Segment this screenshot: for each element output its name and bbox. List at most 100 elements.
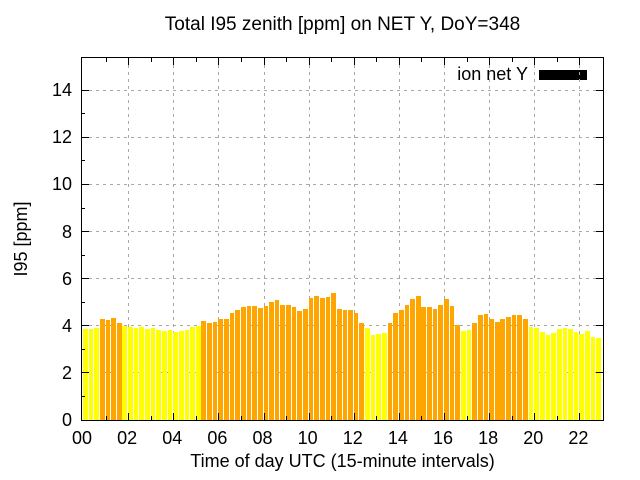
y-tick-left-3 [82,348,85,350]
y-tick-label-6: 6 [61,268,72,289]
bar-22:30 [590,337,596,420]
bar-10:30 [319,298,325,420]
x-tick-top-10 [308,58,310,65]
bar-15:45 [438,304,444,420]
x-tick-bottom-6 [218,413,220,420]
bar-17:30 [477,314,483,420]
bar-07:15 [246,306,252,420]
bar-21:00 [556,329,562,420]
bar-12:15 [359,323,365,420]
y-tick-right-2 [596,372,603,374]
x-tick-top-15 [421,58,423,62]
gridline-x-14 [398,58,400,420]
bar-17:00 [466,330,472,420]
legend-swatch [539,69,587,80]
x-tick-bottom-7 [240,416,242,420]
bar-15:00 [421,307,427,420]
bar-05:45 [212,321,218,420]
legend-label: ion net Y [457,64,528,84]
x-tick-top-2 [128,58,130,65]
x-tick-label-16: 16 [433,428,454,448]
bar-21:45 [573,331,579,420]
x-tick-label-22: 22 [568,428,589,448]
bar-06:00 [218,318,224,420]
bar-01:15 [111,317,116,420]
x-tick-bottom-9 [286,416,288,420]
x-tick-top-20 [534,58,536,65]
x-axis-label: Time of day UTC (15-minute intervals) [190,451,495,471]
bar-18:45 [506,317,511,420]
bar-09:00 [286,305,291,420]
x-tick-top-14 [398,58,400,65]
bar-18:30 [500,318,506,420]
x-tick-label-14: 14 [387,428,408,448]
bar-00:45 [99,318,105,420]
y-tick-right-12 [596,136,603,138]
y-tick-right-10 [596,183,603,185]
gridline-x-04 [173,58,175,420]
x-tick-bottom-14 [398,413,400,420]
x-tick-label-10: 10 [297,428,318,448]
x-tick-bottom-8 [263,413,265,420]
y-tick-right-4 [596,325,603,327]
bar-14:45 [415,295,421,420]
bar-06:30 [229,313,235,420]
y-tick-left-6 [82,278,89,280]
x-tick-bottom-2 [128,413,130,420]
x-tick-bottom-20 [534,413,536,420]
x-tick-bottom-18 [489,413,491,420]
bar-11:15 [336,308,342,420]
x-tick-top-21 [556,58,558,62]
bar-02:30 [139,327,145,420]
gridline-y-14 [82,89,603,91]
gridline-y-10 [82,183,603,185]
y-tick-left-4 [82,325,89,327]
bar-03:45 [167,329,173,420]
bar-02:45 [145,328,150,420]
bar-14:15 [404,304,410,420]
x-tick-label-04: 04 [162,428,183,448]
bar-20:30 [545,334,551,420]
bar-16:30 [455,324,460,420]
x-tick-bottom-4 [173,413,175,420]
bar-04:45 [190,326,195,420]
y-tick-left-1 [82,395,85,397]
x-tick-top-5 [195,58,197,62]
bar-10:00 [308,298,314,420]
bar-01:30 [116,322,122,420]
bar-02:15 [133,328,139,420]
x-tick-label-02: 02 [117,428,138,448]
bar-11:30 [342,310,348,420]
bar-16:15 [449,306,455,420]
gridline-x-08 [263,58,265,420]
x-tick-top-13 [376,58,378,62]
bar-13:30 [387,322,393,420]
x-tick-bottom-17 [466,416,468,420]
x-tick-top-22 [579,58,581,65]
bar-10:15 [314,295,319,420]
gridline-x-16 [444,58,446,420]
y-tick-left-8 [82,231,89,233]
y-tick-label-14: 14 [51,80,72,101]
bar-02:00 [128,327,133,420]
x-tick-top-4 [173,58,175,65]
y-tick-left-10 [82,183,89,185]
y-tick-label-12: 12 [51,127,72,148]
y-tick-label-10: 10 [51,174,72,195]
x-tick-top-6 [218,58,220,65]
bar-09:45 [303,308,308,420]
gridline-y-6 [82,278,603,280]
bar-16:00 [444,298,449,420]
x-tick-bottom-1 [105,416,107,420]
x-tick-label-20: 20 [523,428,544,448]
y-tick-label-8: 8 [61,221,72,242]
bar-00:30 [94,328,99,420]
y-tick-left-7 [82,254,85,256]
gridline-x-18 [489,58,491,420]
x-tick-bottom-21 [556,416,558,420]
x-tick-bottom-5 [195,416,197,420]
plot-area: ion net Y [81,57,604,421]
x-tick-top-17 [466,58,468,62]
x-tick-label-18: 18 [478,428,499,448]
